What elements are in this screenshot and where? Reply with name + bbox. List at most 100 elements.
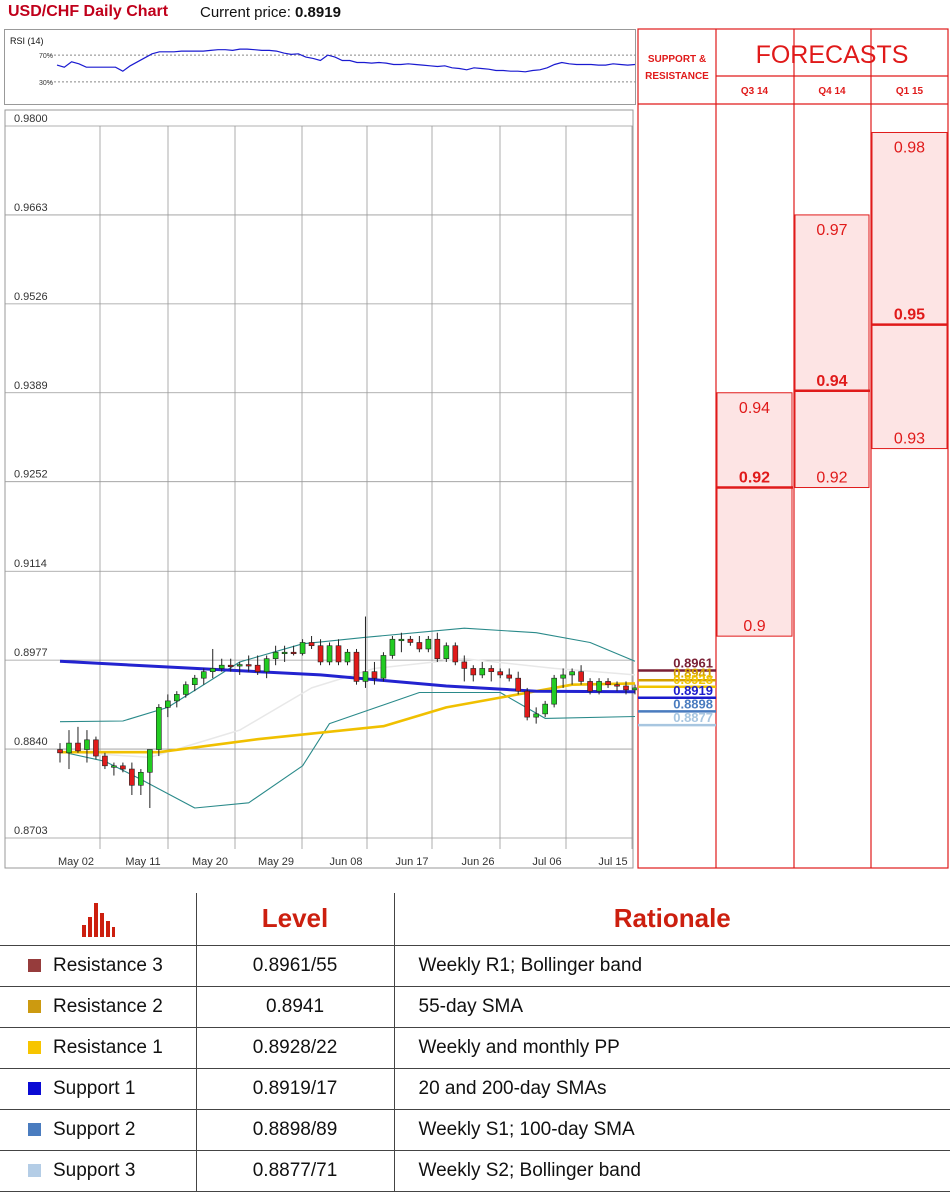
row-rationale: 55-day SMA — [394, 986, 950, 1028]
rsi-label: RSI (14) — [10, 36, 44, 46]
candle — [434, 632, 441, 662]
candle-body — [479, 668, 486, 676]
row-name-cell: Support 2 — [0, 1109, 197, 1151]
candle-body — [551, 677, 557, 705]
row-name: Resistance 1 — [53, 1036, 163, 1058]
candle-body — [156, 707, 162, 750]
candle-body — [227, 664, 234, 667]
candle-body — [596, 681, 602, 692]
level-label: 0.8919 — [673, 683, 713, 698]
candle — [200, 668, 207, 685]
candle-body — [75, 742, 81, 752]
table-row-support-2: Support 2 0.8898/89 Weekly S1; 100-day S… — [0, 1109, 950, 1151]
quarter-header: Q4 14 — [818, 86, 846, 97]
candle-body — [416, 642, 423, 650]
candle — [57, 743, 63, 763]
candle-body — [533, 713, 539, 718]
candle — [416, 635, 423, 653]
x-tick-label: Jun 08 — [329, 856, 362, 868]
y-tick-label: 0.8977 — [14, 647, 48, 659]
y-tick-label: 0.9526 — [14, 291, 48, 303]
rsi-line — [56, 48, 636, 73]
candle — [452, 642, 459, 666]
level-label: 0.8877 — [673, 710, 713, 725]
candle-body — [443, 645, 450, 660]
candle-body — [93, 739, 99, 757]
candle-body — [102, 755, 108, 767]
candle — [524, 687, 530, 721]
row-rationale: Weekly R1; Bollinger band — [394, 945, 950, 987]
x-tick-label: Jun 17 — [395, 856, 428, 868]
current-price-value: 0.8919 — [295, 4, 341, 21]
candle — [380, 652, 387, 682]
candle — [66, 730, 72, 770]
y-tick-label: 0.8703 — [14, 825, 48, 837]
candle — [263, 655, 270, 679]
candle — [479, 661, 486, 679]
forecast-high-label: 0.97 — [816, 222, 847, 239]
quarter-header: Q3 14 — [741, 86, 769, 97]
candle — [443, 642, 450, 662]
color-swatch — [28, 958, 41, 972]
candle-body — [623, 685, 629, 691]
row-level: 0.8877/71 — [196, 1150, 395, 1192]
bar-chart-icon — [81, 902, 115, 937]
table-row-resistance-3: Resistance 3 0.8961/55 Weekly R1; Bollin… — [0, 945, 950, 987]
candle-body — [84, 739, 90, 750]
candle — [506, 668, 513, 682]
candle-body — [165, 700, 171, 708]
candle-body — [138, 771, 144, 786]
candle — [191, 674, 198, 692]
y-tick-label: 0.8840 — [14, 736, 48, 748]
current-price: Current price: 0.8919 — [200, 4, 341, 21]
candle-body — [632, 687, 637, 691]
level-label: 0.8941 — [673, 665, 713, 680]
candle-body — [129, 768, 135, 786]
candle-body — [362, 671, 369, 682]
candle-body — [299, 642, 306, 654]
y-tick-label: 0.9389 — [14, 380, 48, 392]
forecast-high-label: 0.98 — [894, 139, 925, 156]
candle — [614, 681, 620, 692]
candle — [218, 658, 225, 672]
candle — [605, 678, 611, 688]
candle-body — [425, 638, 432, 650]
row-rationale: Weekly S2; Bollinger band — [394, 1150, 950, 1192]
candle — [182, 681, 189, 698]
candle-body — [57, 749, 63, 754]
row-rationale: Weekly S1; 100-day SMA — [394, 1109, 950, 1151]
row-name: Support 1 — [53, 1077, 136, 1099]
candle-body — [218, 664, 225, 669]
level-label: 0.8961 — [673, 656, 713, 671]
rsi-lower-label: 30% — [39, 80, 53, 87]
row-name: Support 3 — [53, 1159, 136, 1181]
candle — [75, 726, 81, 753]
candle-body — [191, 677, 198, 685]
levels-table: Level Rationale Resistance 3 0.8961/55 W… — [0, 893, 950, 1192]
candle — [173, 691, 180, 708]
x-tick-label: May 29 — [258, 856, 294, 868]
row-name-cell: Support 1 — [0, 1068, 197, 1110]
candle-body — [380, 655, 387, 679]
candle — [272, 645, 279, 666]
candle-body — [290, 651, 297, 655]
candle — [569, 668, 575, 685]
candle — [165, 694, 171, 718]
level-column-header: Level — [196, 893, 395, 946]
candle-body — [587, 681, 593, 692]
candle — [407, 635, 414, 646]
sr-header-line-1: SUPPORT & — [648, 54, 706, 65]
x-tick-label: Jul 06 — [532, 856, 561, 868]
candle — [290, 645, 297, 656]
row-rationale: 20 and 200-day SMAs — [394, 1068, 950, 1110]
candle — [156, 704, 162, 757]
level-label: 0.8928 — [673, 672, 713, 687]
row-level: 0.8941 — [196, 986, 395, 1028]
row-name-cell: Resistance 1 — [0, 1027, 197, 1069]
candle-body — [488, 668, 495, 672]
candle-body — [272, 651, 279, 660]
table-row-resistance-2: Resistance 2 0.8941 55-day SMA — [0, 986, 950, 1028]
candle — [470, 665, 477, 682]
candle — [362, 616, 369, 688]
candle — [129, 762, 135, 796]
